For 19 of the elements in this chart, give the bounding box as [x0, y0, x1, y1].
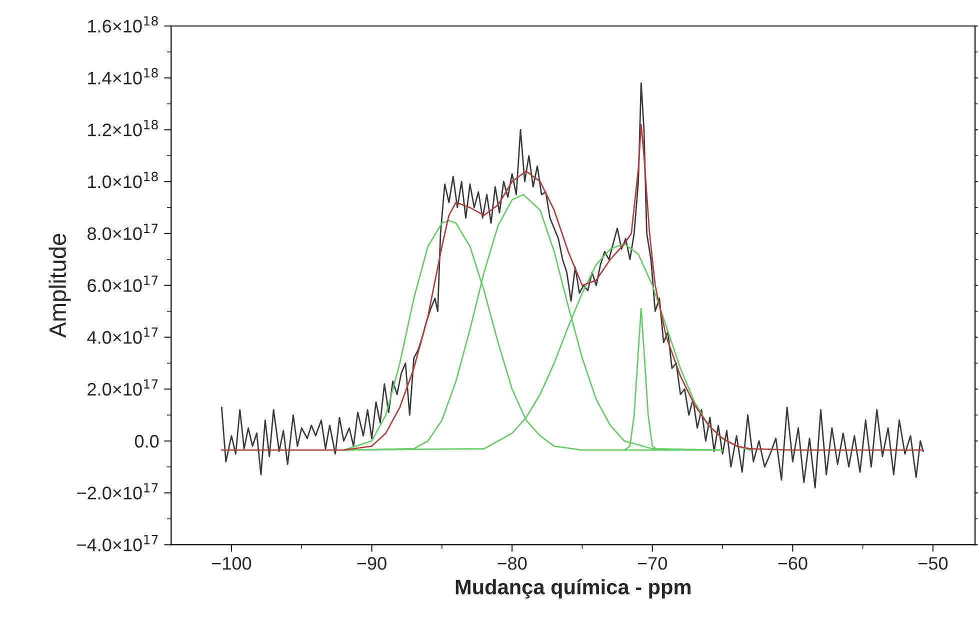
y-tick-label: 1.2×10$^{18}$ [88, 120, 158, 136]
x-tick-label: −60 [778, 557, 808, 570]
y-tick-label: 1.4×10$^{18}$ [88, 68, 158, 84]
y-tick-label: 6.0×10$^{17}$ [88, 276, 158, 292]
x-tick-label: −80 [498, 557, 527, 570]
x-tick-label: −100 [212, 557, 252, 570]
x-tick-label: −50 [918, 557, 948, 570]
y-tick-label: 2.0×10$^{17}$ [88, 379, 158, 396]
x-tick-label: −90 [357, 557, 386, 570]
y-tick-label: −2.0×10$^{17}$ [77, 483, 158, 500]
y-tick-label: 1.0×10$^{18}$ [88, 172, 158, 188]
x-axis-title: Mudança química - ppm [456, 578, 690, 599]
y-tick-label: 8.0×10$^{17}$ [88, 224, 158, 240]
y-axis-title: Amplitude [48, 234, 71, 338]
y-tick-label: 0.0 [134, 434, 159, 448]
y-tick-label: −4.0×10$^{17}$ [77, 535, 158, 552]
y-tick-label: 4.0×10$^{17}$ [87, 328, 158, 344]
x-tick-label: −70 [638, 557, 667, 570]
y-tick-label: 1.6×10$^{18}$ [88, 16, 158, 33]
